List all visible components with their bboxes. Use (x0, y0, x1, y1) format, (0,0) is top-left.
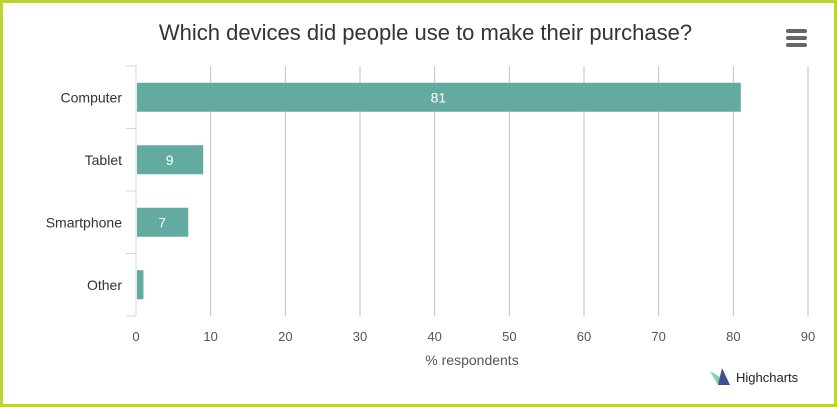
hamburger-menu-icon[interactable] (782, 25, 812, 51)
value-tick-label: 40 (427, 329, 441, 344)
value-tick-label: 80 (726, 329, 740, 344)
menu-line (786, 29, 807, 33)
data-label: 81 (431, 89, 447, 105)
value-tick-label: 50 (502, 329, 516, 344)
credits-link[interactable]: Highcharts (708, 367, 798, 387)
bar-other (137, 270, 144, 300)
value-tick-label: 90 (801, 329, 815, 344)
credits-label: Highcharts (736, 369, 799, 385)
bar-smartphone (137, 207, 189, 237)
bar-computer (137, 82, 741, 112)
chart-title: Which devices did people use to make the… (158, 20, 693, 45)
value-tick-label: 20 (278, 329, 292, 344)
menu-line (786, 36, 807, 40)
category-label: Other (87, 277, 122, 293)
value-tick-label: 60 (577, 329, 591, 344)
data-label: 7 (158, 214, 166, 230)
bar-chart: Computer 81 Tablet 9 Smartphone 7 Other 0 10 20 30… (46, 65, 815, 368)
category-label: Computer (61, 89, 123, 105)
value-tick-label: 70 (651, 329, 665, 344)
value-tick-label: 0 (132, 329, 139, 344)
category-label: Tablet (85, 152, 122, 168)
category-label: Smartphone (46, 214, 122, 230)
menu-line (786, 43, 807, 47)
value-tick-label: 10 (203, 329, 217, 344)
highcharts-logo-icon (710, 368, 730, 385)
bar-tablet (137, 145, 204, 175)
value-axis-title: % respondents (425, 352, 518, 368)
data-label: 9 (166, 152, 174, 168)
value-tick-label: 30 (353, 329, 367, 344)
